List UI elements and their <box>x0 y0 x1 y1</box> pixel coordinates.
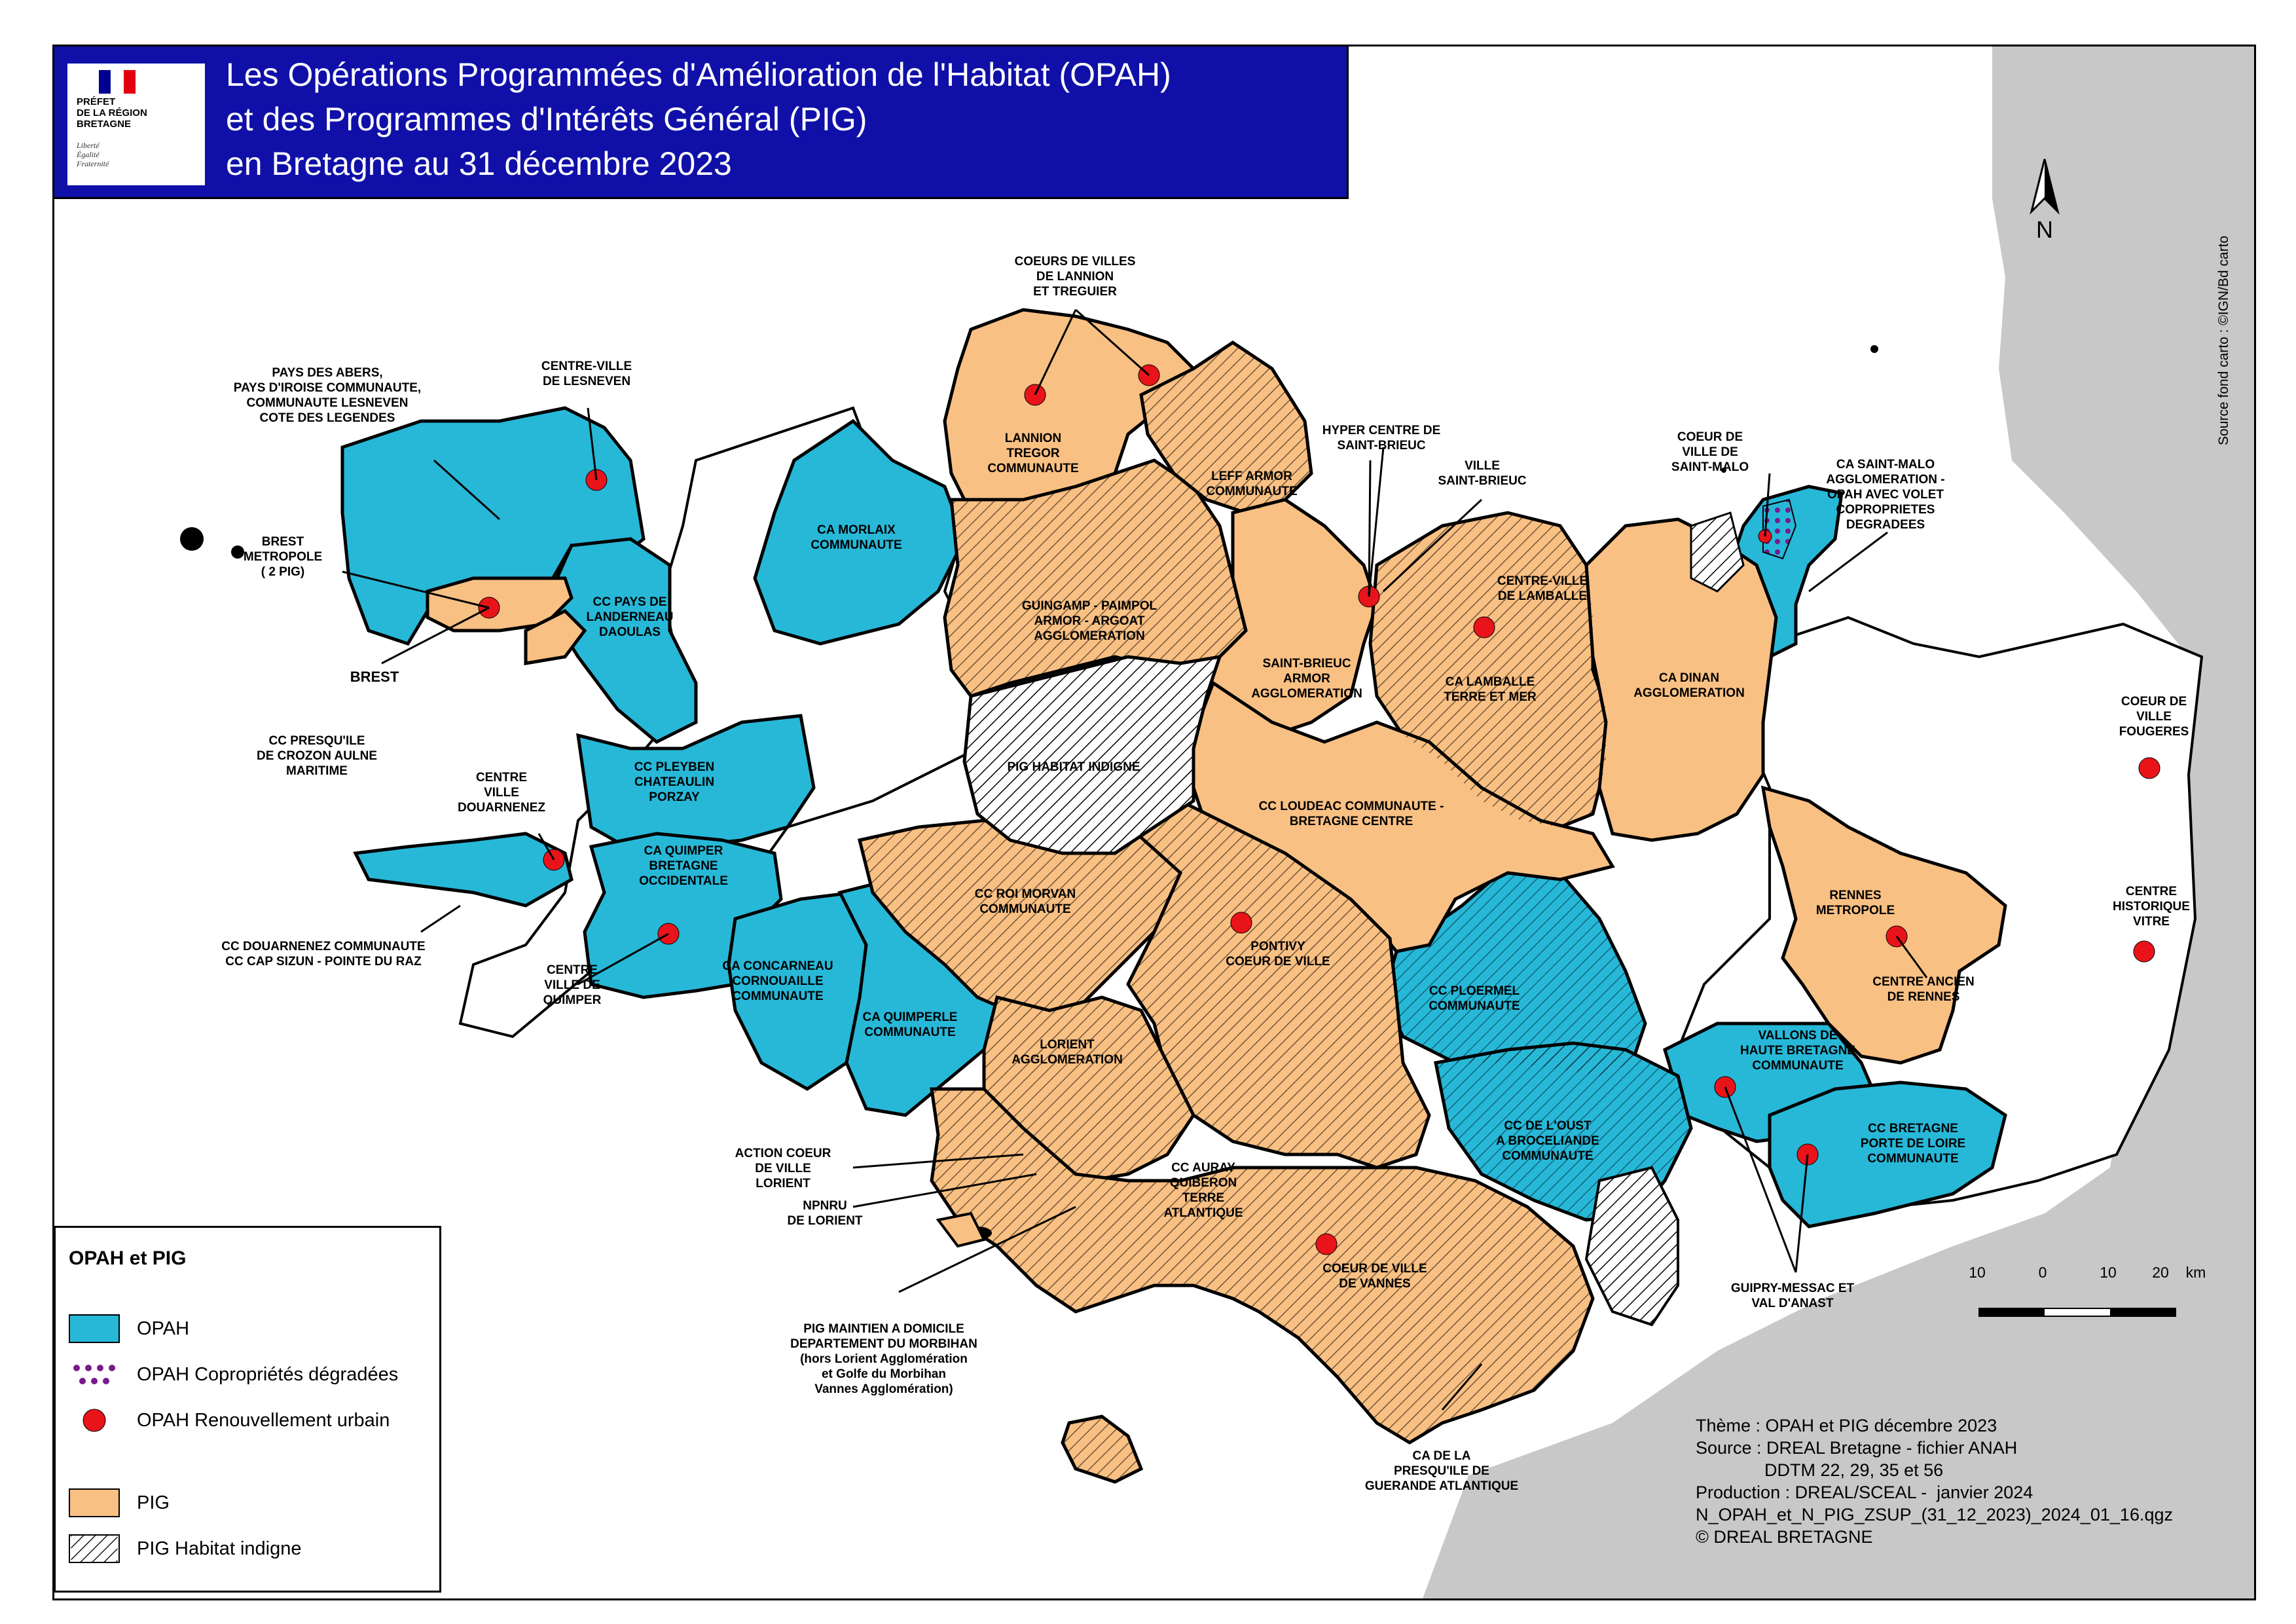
label-lesneven: CENTRE-VILLE DE LESNEVEN <box>541 360 632 388</box>
label-landerneau: CC PAYS DE LANDERNEAU DAOULAS <box>586 595 674 639</box>
region-pays-des-abers <box>340 406 646 646</box>
region-bretagne-porte-loire <box>1768 1080 2007 1228</box>
label-action-coeur-lorient: ACTION COEUR DE VILLE LORIENT <box>735 1147 831 1190</box>
scale-tick-20: 20 <box>2152 1264 2169 1281</box>
label-coeur-vannes: COEUR DE VILLE DE VANNES <box>1322 1262 1427 1291</box>
legend-item-copro: OPAH Copropriétés dégradées <box>69 1359 398 1390</box>
swatch-blue-icon <box>69 1314 120 1343</box>
label-leff-armor: LEFF ARMOR COMMUNAUTE <box>1206 470 1298 498</box>
source-fond-carto: Source fond carto : ©IGN/Bd carto <box>2216 235 2231 445</box>
label-guipry-messac: GUIPRY-MESSAC ET VAL D'ANAST <box>1730 1282 1855 1310</box>
label-vitre: CENTRE HISTORIQUE VITRE <box>2113 885 2190 929</box>
label-lannion-treguier: COEURS DE VILLES DE LANNION ET TREGUIER <box>1014 255 1136 299</box>
label-ca-dinan: CA DINAN AGGLOMERATION <box>1633 671 1745 700</box>
label-lorient-agglo: LORIENT AGGLOMERATION <box>1011 1038 1123 1067</box>
label-bretagne-porte-loire: CC BRETAGNE PORTE DE LOIRE COMMUNAUTE <box>1860 1122 1966 1166</box>
prefet-logo: PRÉFET DE LA RÉGION BRETAGNE Liberté Éga… <box>67 64 205 185</box>
region-crozon-sliver <box>524 608 587 665</box>
legend-label-pig-indigne: PIG Habitat indigne <box>137 1538 302 1559</box>
scale-tick-0: 0 <box>2038 1264 2047 1281</box>
label-ploermel: CC PLOERMEL COMMUNAUTE <box>1429 984 1520 1013</box>
legend: OPAH et PIG OPAH OPAH Copropriétés dégra… <box>54 1226 441 1593</box>
label-concarneau: CA CONCARNEAU CORNOUAILLE COMMUNAUTE <box>722 959 833 1003</box>
label-centre-ancien-rennes: CENTRE ANCIEN DE RENNES <box>1872 975 1975 1004</box>
scale-tick-10-left: 10 <box>1969 1264 1986 1281</box>
region-ca-morlaix <box>753 418 966 646</box>
map-frame: N <box>52 45 2256 1600</box>
label-brest-metropole: BREST METROPOLE ( 2 PIG) <box>243 535 323 579</box>
map-header: PRÉFET DE LA RÉGION BRETAGNE Liberté Éga… <box>52 45 1349 199</box>
label-coeur-saint-malo: COEUR DE VILLE DE SAINT-MALO <box>1671 430 1749 474</box>
red-dot-icon <box>82 1409 106 1432</box>
svg-text:N: N <box>2036 216 2053 243</box>
label-auray: CC AURAY QUIBERON TERRE ATLANTIQUE <box>1163 1161 1243 1220</box>
title-line-1: Les Opérations Programmées d'Amélioratio… <box>226 56 1171 93</box>
hatch-ploermel <box>1383 866 1645 1076</box>
legend-item-renouvellement: OPAH Renouvellement urbain <box>69 1405 390 1436</box>
label-centre-quimper: CENTRE VILLE DE QUIMPER <box>543 963 602 1007</box>
scale-bar <box>1978 1308 2176 1317</box>
legend-label-opah: OPAH <box>137 1318 190 1339</box>
logo-text: PRÉFET DE LA RÉGION BRETAGNE <box>77 96 147 130</box>
label-douarnenez-cap-sizun: CC DOUARNENEZ COMMUNAUTE CC CAP SIZUN - … <box>221 940 426 969</box>
legend-title: OPAH et PIG <box>69 1247 187 1269</box>
label-pig-habitat-indigne: PIG HABITAT INDIGNE <box>1007 760 1140 774</box>
label-saint-brieuc-agglo: SAINT-BRIEUC ARMOR AGGLOMERATION <box>1251 657 1362 701</box>
label-ca-quimper: CA QUIMPER BRETAGNE OCCIDENTALE <box>639 844 728 888</box>
label-ville-saint-brieuc: VILLE SAINT-BRIEUC <box>1438 459 1527 488</box>
label-pig-maintien-domicile: PIG MAINTIEN A DOMICILE DEPARTEMENT DU M… <box>790 1322 977 1396</box>
label-ca-saint-malo: CA SAINT-MALO AGGLOMERATION - OPAH AVEC … <box>1826 458 1945 532</box>
label-coeur-fougeres: COEUR DE VILLE FOUGERES <box>2119 695 2189 739</box>
label-centre-lamballe: CENTRE-VILLE DE LAMBALLE <box>1497 574 1588 603</box>
label-guingamp: GUINGAMP - PAIMPOL ARMOR - ARGOAT AGGLOM… <box>1021 599 1157 643</box>
legend-label-copro: OPAH Copropriétés dégradées <box>137 1363 399 1385</box>
label-crozon: CC PRESQU'ILE DE CROZON AULNE MARITIME <box>256 734 378 778</box>
label-oust-broceliande: CC DE L'OUST A BROCELIANDE COMMUNAUTE <box>1496 1119 1599 1163</box>
north-arrow-icon: N <box>2030 158 2060 243</box>
label-rennes-metropole: RENNES METROPOLE <box>1815 889 1895 917</box>
label-quimperle: CA QUIMPERLE COMMUNAUTE <box>862 1010 958 1039</box>
swatch-orange-icon <box>69 1488 120 1517</box>
legend-item-pig: PIG <box>69 1487 170 1519</box>
marianne-flag-icon <box>99 70 136 94</box>
legend-label-pig: PIG <box>137 1492 170 1513</box>
hatch-pig-habitat-indigne <box>964 657 1220 853</box>
label-pleyben: CC PLEYBEN CHATEAULIN PORZAY <box>634 760 715 804</box>
title-line-3: en Bretagne au 31 décembre 2023 <box>226 145 732 182</box>
legend-label-renouvellement: OPAH Renouvellement urbain <box>137 1409 390 1431</box>
map-canvas: N <box>180 46 2254 1598</box>
pig-indigne-hatch <box>860 342 1606 1482</box>
label-guerande: CA DE LA PRESQU'ILE DE GUERANDE ATLANTIQ… <box>1364 1449 1519 1493</box>
label-hyper-centre-saint-brieuc: HYPER CENTRE DE SAINT-BRIEUC <box>1322 424 1441 452</box>
region-copro-degradees <box>1762 498 1797 560</box>
logo-motto: Liberté Égalité Fraternité <box>77 141 109 168</box>
legend-item-pig-indigne: PIG Habitat indigne <box>69 1533 301 1564</box>
label-ca-morlaix: CA MORLAIX COMMUNAUTE <box>811 523 902 552</box>
swatch-purple-dots-icon <box>73 1365 115 1384</box>
scale-unit: km <box>2185 1264 2206 1281</box>
label-vallons: VALLONS DE HAUTE BRETAGNE COMMUNAUTE <box>1740 1029 1855 1073</box>
scale-tick-10-right: 10 <box>2100 1264 2117 1281</box>
swatch-hatch-icon <box>69 1534 120 1563</box>
label-lamballe-terre-mer: CA LAMBALLE TERRE ET MER <box>1444 675 1537 704</box>
outside-region <box>1423 46 2254 1598</box>
label-loudeac: CC LOUDEAC COMMUNAUTE - BRETAGNE CENTRE <box>1258 800 1444 828</box>
leader-lines <box>342 308 1928 1411</box>
label-roi-morvan: CC ROI MORVAN COMMUNAUTE <box>974 887 1076 916</box>
island-glenan <box>936 1211 986 1248</box>
label-centre-douarnenez: CENTRE VILLE DOUARNENEZ <box>457 771 546 815</box>
region-douarnenez <box>353 832 574 908</box>
label-pontivy: PONTIVY COEUR DE VILLE <box>1226 940 1330 969</box>
label-lannion-tregor: LANNION TREGOR COMMUNAUTE <box>987 432 1079 475</box>
map-credits: Thème : OPAH et PIG décembre 2023 Source… <box>1696 1416 2173 1547</box>
region-brest-metropole <box>426 576 574 633</box>
title-line-2: et des Programmes d'Intérêts Général (PI… <box>226 101 867 138</box>
label-npnru-lorient: NPNRU DE LORIENT <box>787 1199 863 1228</box>
label-brest: BREST <box>350 669 399 685</box>
legend-item-opah: OPAH <box>69 1313 189 1344</box>
label-pays-des-abers: PAYS DES ABERS, PAYS D'IROISE COMMUNAUTE… <box>233 366 422 425</box>
region-rennes <box>1760 785 2007 1065</box>
